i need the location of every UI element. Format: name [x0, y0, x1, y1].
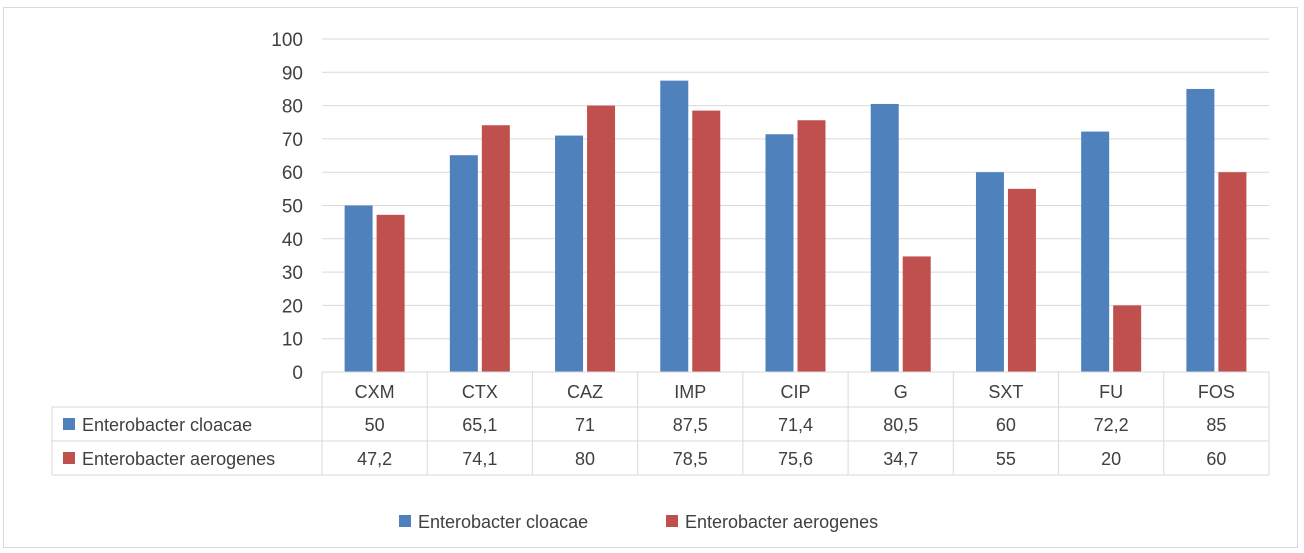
bar-enterobacter-cloacae [1081, 131, 1110, 372]
data-label: 80,5 [883, 415, 918, 435]
bar-enterobacter-cloacae [1186, 88, 1215, 372]
bar-enterobacter-cloacae [870, 103, 899, 372]
y-tick-label: 90 [282, 63, 303, 84]
data-label: 72,2 [1094, 415, 1129, 435]
y-tick-label: 0 [292, 363, 303, 384]
data-label: 50 [365, 415, 385, 435]
data-label: 60 [1206, 449, 1226, 469]
data-label: 47,2 [357, 449, 392, 469]
category-label: FOS [1198, 382, 1235, 402]
series-name: Enterobacter cloacae [82, 415, 252, 435]
bar-enterobacter-cloacae [765, 134, 794, 372]
legend-label: Enterobacter cloacae [418, 512, 588, 532]
data-label: 60 [996, 415, 1016, 435]
data-label: 74,1 [462, 449, 497, 469]
data-label: 80 [575, 449, 595, 469]
bar-enterobacter-cloacae [555, 135, 584, 372]
category-label: FU [1099, 382, 1123, 402]
data-label: 85 [1206, 415, 1226, 435]
bar-enterobacter-cloacae [449, 155, 478, 372]
legend-swatch [399, 515, 411, 527]
category-label: IMP [674, 382, 706, 402]
bar-enterobacter-aerogenes [1007, 188, 1036, 372]
data-label: 55 [996, 449, 1016, 469]
y-tick-label: 30 [282, 263, 303, 284]
bar-enterobacter-cloacae [660, 80, 689, 372]
bar-enterobacter-aerogenes [1113, 305, 1142, 372]
data-label: 71 [575, 415, 595, 435]
legend-label: Enterobacter aerogenes [685, 512, 878, 532]
y-tick-label: 50 [282, 197, 303, 218]
data-label: 75,6 [778, 449, 813, 469]
y-tick-label: 100 [271, 30, 303, 51]
y-tick-label: 70 [282, 130, 303, 151]
category-label: CIP [780, 382, 810, 402]
legend-key [63, 418, 75, 430]
y-tick-label: 20 [282, 296, 303, 317]
data-label: 34,7 [883, 449, 918, 469]
category-label: CTX [462, 382, 498, 402]
category-label: SXT [988, 382, 1023, 402]
bar-enterobacter-aerogenes [692, 110, 721, 372]
data-label: 20 [1101, 449, 1121, 469]
category-label: G [894, 382, 908, 402]
data-label: 71,4 [778, 415, 813, 435]
data-label: 87,5 [673, 415, 708, 435]
bar-enterobacter-aerogenes [481, 125, 510, 372]
bar-enterobacter-aerogenes [797, 120, 826, 372]
y-tick-label: 10 [282, 330, 303, 351]
series-name: Enterobacter aerogenes [82, 449, 275, 469]
legend-key [63, 452, 75, 464]
bar-enterobacter-aerogenes [587, 105, 616, 372]
y-tick-label: 80 [282, 97, 303, 118]
category-label: CAZ [567, 382, 603, 402]
data-label: 78,5 [673, 449, 708, 469]
bar-enterobacter-aerogenes [1218, 172, 1247, 372]
legend-swatch [666, 515, 678, 527]
bar-enterobacter-aerogenes [902, 256, 931, 372]
y-tick-label: 40 [282, 230, 303, 251]
category-label: CXM [355, 382, 395, 402]
y-tick-label: 60 [282, 163, 303, 184]
bar-enterobacter-aerogenes [376, 214, 405, 372]
data-label: 65,1 [462, 415, 497, 435]
bar-enterobacter-cloacae [344, 205, 373, 372]
bar-enterobacter-cloacae [975, 172, 1004, 372]
